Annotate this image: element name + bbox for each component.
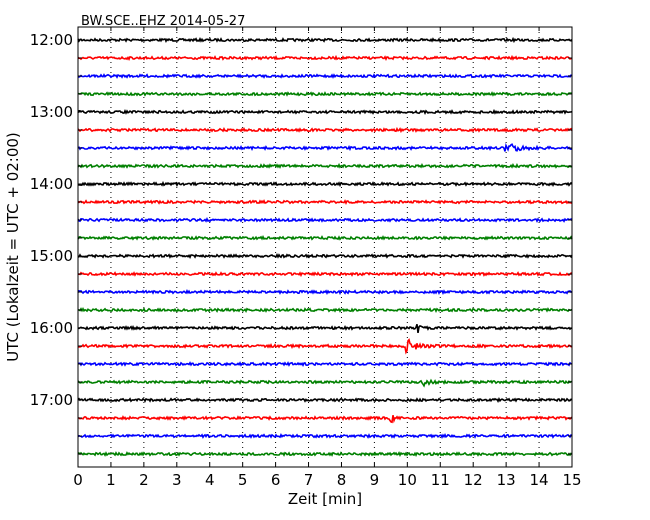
- trace-1245: [77, 91, 572, 97]
- trace-1400: [77, 180, 573, 188]
- trace-1330: [77, 142, 573, 152]
- x-tick-label: 1: [106, 471, 116, 489]
- trace-1530: [77, 288, 573, 296]
- trace-1745: [77, 451, 573, 458]
- x-tick-label: 5: [238, 471, 248, 489]
- x-tick-label: 2: [139, 471, 149, 489]
- trace-1345: [77, 162, 573, 169]
- trace-1645: [77, 378, 573, 388]
- x-tick-label: 9: [370, 471, 380, 489]
- x-tick-label: 10: [398, 471, 417, 489]
- trace-1200: [77, 36, 573, 44]
- x-tick-label: 6: [271, 471, 281, 489]
- trace-1515: [77, 271, 573, 278]
- x-axis-label: Zeit [min]: [288, 490, 362, 508]
- trace-1445: [77, 234, 573, 241]
- trace-1630: [77, 361, 573, 367]
- x-tick-label: 15: [562, 471, 581, 489]
- trace-1415: [77, 199, 573, 205]
- trace-1230: [77, 73, 573, 79]
- trace-1315: [77, 126, 573, 134]
- y-tick-label: 12:00: [30, 31, 73, 49]
- plot-frame: [77, 26, 573, 468]
- x-tick-label: 7: [304, 471, 314, 489]
- trace-1600: [77, 323, 573, 334]
- trace-1545: [78, 307, 573, 314]
- x-tick-label: 3: [172, 471, 182, 489]
- trace-1730: [77, 432, 573, 440]
- x-tick-label: 8: [337, 471, 347, 489]
- trace-1215: [77, 54, 573, 61]
- trace-1615: [77, 338, 573, 355]
- y-tick-label: 13:00: [30, 103, 73, 121]
- x-tick-label: 0: [73, 471, 83, 489]
- trace-1430: [77, 217, 573, 224]
- trace-1500: [77, 252, 573, 259]
- y-tick-label: 15:00: [30, 247, 73, 265]
- x-tick-label: 12: [464, 471, 483, 489]
- trace-1715: [77, 415, 573, 424]
- trace-1700: [77, 397, 572, 404]
- y-tick-label: 16:00: [30, 319, 73, 337]
- y-axis-label: UTC (Lokalzeit = UTC + 02:00): [4, 132, 22, 362]
- chart-title: BW.SCE..EHZ 2014-05-27: [81, 14, 245, 29]
- x-tick-label: 13: [497, 471, 516, 489]
- x-tick-label: 4: [205, 471, 215, 489]
- trace-1300: [77, 108, 573, 115]
- y-tick-label: 14:00: [30, 175, 73, 193]
- x-tick-label: 14: [530, 471, 549, 489]
- x-tick-label: 11: [431, 471, 450, 489]
- y-tick-label: 17:00: [30, 391, 73, 409]
